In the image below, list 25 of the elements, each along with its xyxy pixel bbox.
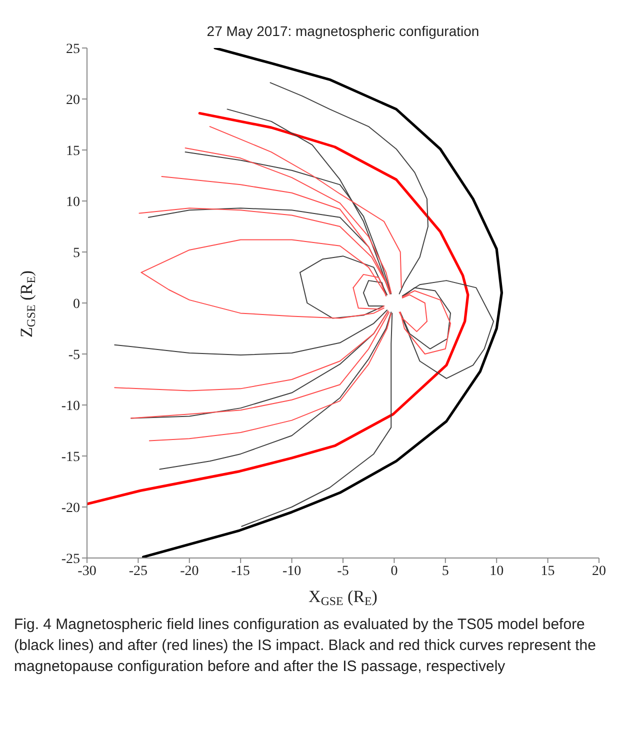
y-tick-label: 20 (66, 92, 80, 108)
chart-title: 27 May 2017: magnetospheric configuration (206, 23, 480, 39)
y-tick-label: 10 (66, 194, 80, 210)
y-tick-label: 15 (66, 144, 80, 159)
x-tick-label: -20 (180, 564, 199, 579)
y-tick-label: 5 (73, 246, 80, 261)
x-tick-label: 20 (592, 564, 606, 579)
x-tick-label: -25 (128, 564, 148, 579)
x-tick-label: 0 (390, 564, 398, 579)
y-tick-label: -25 (61, 552, 80, 567)
x-axis-title: X$_{GSE}$ (R$_{E}$) (308, 587, 378, 608)
x-tick-label: -10 (282, 564, 302, 579)
y-tick-label: 0 (73, 296, 80, 312)
x-tick-label: 10 (490, 564, 504, 579)
x-tick-label: -5 (337, 564, 349, 579)
caption: Fig. 4 Magnetospheric field lines configuration as evaluated by the TS05 model before (black lines) and after (red lines) the IS impact. Black and red thick curves represent the magnetopause configuration before and after the IS passage, respectively (13, 615, 597, 677)
y-tick-label: 25 (66, 42, 80, 57)
y-tick-label: -5 (68, 348, 80, 363)
y-tick-label: -15 (61, 450, 80, 465)
y-tick-label: -10 (61, 398, 80, 414)
x-tick-label: 5 (442, 564, 449, 579)
x-tick-label: 15 (540, 564, 555, 579)
x-tick-label: -30 (78, 564, 96, 579)
y-tick-label: -20 (61, 500, 80, 516)
x-tick-label: -15 (231, 564, 250, 579)
